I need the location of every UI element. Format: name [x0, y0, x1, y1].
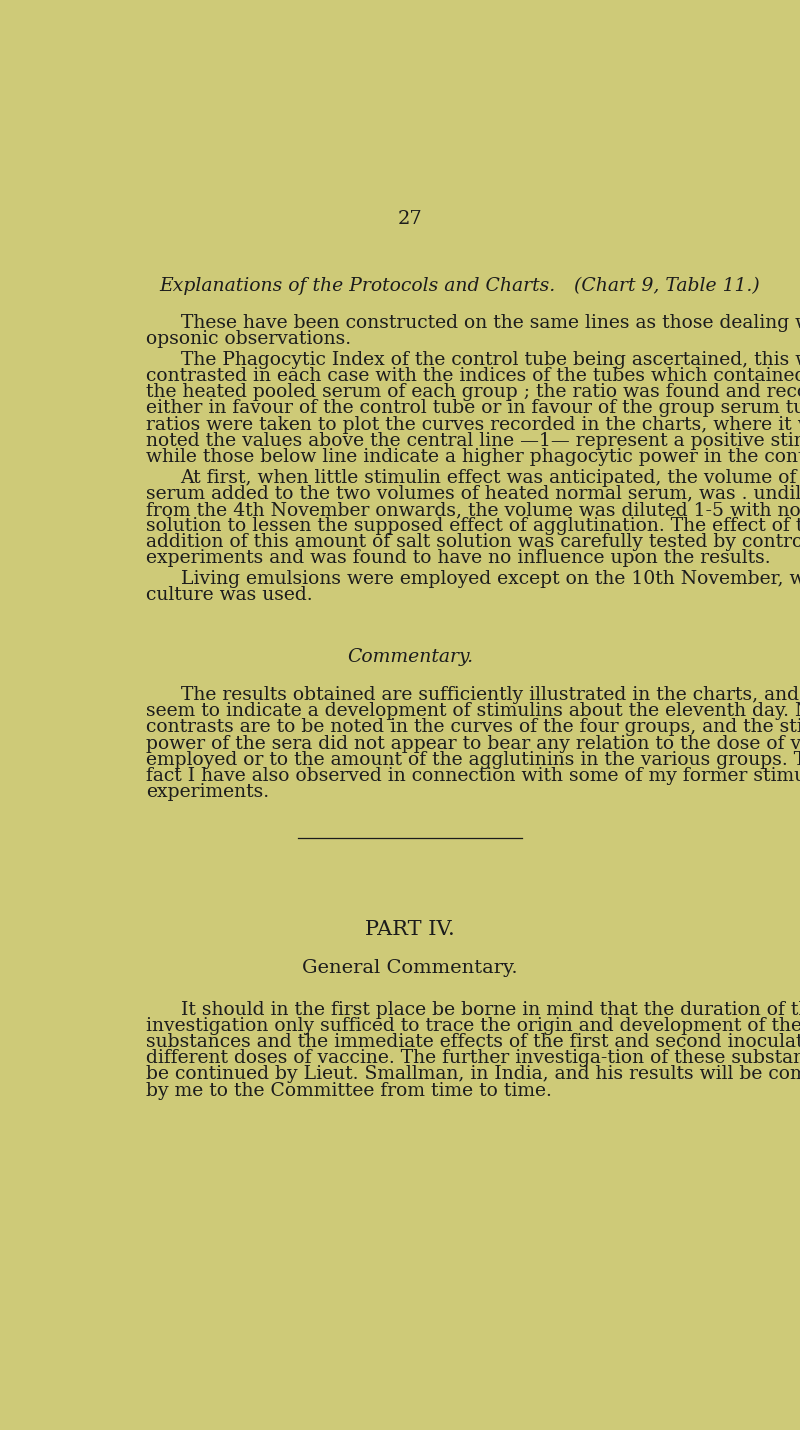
Text: from the 4th November onwards, the volume was diluted 1-5 with normal salt: from the 4th November onwards, the volum… — [146, 500, 800, 519]
Text: PART IV.: PART IV. — [365, 919, 455, 940]
Text: It should in the first place be borne in mind that the duration of the: It should in the first place be borne in… — [181, 1001, 800, 1020]
Text: different doses of vaccine. The further investiga-tion of these substances is to: different doses of vaccine. The further … — [146, 1050, 800, 1067]
Text: while those below line indicate a higher phagocytic power in the control tube.: while those below line indicate a higher… — [146, 448, 800, 466]
Text: These have been constructed on the same lines as those dealing with the: These have been constructed on the same … — [181, 315, 800, 332]
Text: by me to the Committee from time to time.: by me to the Committee from time to time… — [146, 1081, 552, 1100]
Text: solution to lessen the supposed effect of agglutination. The effect of the: solution to lessen the supposed effect o… — [146, 518, 800, 535]
Text: experiments and was found to have no influence upon the results.: experiments and was found to have no inf… — [146, 549, 771, 568]
Text: ratios were taken to plot the curves recorded in the charts, where it will be: ratios were taken to plot the curves rec… — [146, 416, 800, 433]
Text: power of the sera did not appear to bear any relation to the dose of vaccine: power of the sera did not appear to bear… — [146, 735, 800, 752]
Text: experiments.: experiments. — [146, 782, 270, 801]
Text: Commentary.: Commentary. — [347, 648, 473, 665]
Text: Living emulsions were employed except on the 10th November, when a heated: Living emulsions were employed except on… — [181, 571, 800, 588]
Text: culture was used.: culture was used. — [146, 586, 313, 605]
Text: The results obtained are sufficiently illustrated in the charts, and would: The results obtained are sufficiently il… — [181, 686, 800, 704]
Text: noted the values above the central line —1— represent a positive stimulin effect: noted the values above the central line … — [146, 432, 800, 449]
Text: substances and the immediate effects of the first and second inoculations with: substances and the immediate effects of … — [146, 1034, 800, 1051]
Text: investigation only sufficed to trace the origin and development of the protectiv: investigation only sufficed to trace the… — [146, 1017, 800, 1035]
Text: employed or to the amount of the agglutinins in the various groups. This latter: employed or to the amount of the aggluti… — [146, 751, 800, 769]
Text: be continued by Lieut. Smallman, in India, and his results will be communicated: be continued by Lieut. Smallman, in Indi… — [146, 1065, 800, 1084]
Text: The Phagocytic Index of the control tube being ascertained, this was: The Phagocytic Index of the control tube… — [181, 352, 800, 369]
Text: At first, when little stimulin effect was anticipated, the volume of group: At first, when little stimulin effect wa… — [181, 469, 800, 486]
Text: General Commentary.: General Commentary. — [302, 960, 518, 977]
Text: serum added to the two volumes of heated normal serum, was . undiluted, later,: serum added to the two volumes of heated… — [146, 485, 800, 503]
Text: either in favour of the control tube or in favour of the group serum tubes. Thos: either in favour of the control tube or … — [146, 399, 800, 418]
Text: addition of this amount of salt solution was carefully tested by control: addition of this amount of salt solution… — [146, 533, 800, 551]
Text: fact I have also observed in connection with some of my former stimulin: fact I have also observed in connection … — [146, 766, 800, 785]
Text: opsonic observations.: opsonic observations. — [146, 330, 352, 347]
Text: Explanations of the Protocols and Charts. (Chart 9, Table 11.): Explanations of the Protocols and Charts… — [159, 277, 760, 295]
Text: contrasts are to be noted in the curves of the four groups, and the stimulating: contrasts are to be noted in the curves … — [146, 718, 800, 736]
Text: contrasted in each case with the indices of the tubes which contained a trace of: contrasted in each case with the indices… — [146, 368, 800, 385]
Text: seem to indicate a development of stimulins about the eleventh day. No marked: seem to indicate a development of stimul… — [146, 702, 800, 721]
Text: the heated pooled serum of each group ; the ratio was found and recorded as bein: the heated pooled serum of each group ; … — [146, 383, 800, 402]
Text: 27: 27 — [398, 210, 422, 229]
